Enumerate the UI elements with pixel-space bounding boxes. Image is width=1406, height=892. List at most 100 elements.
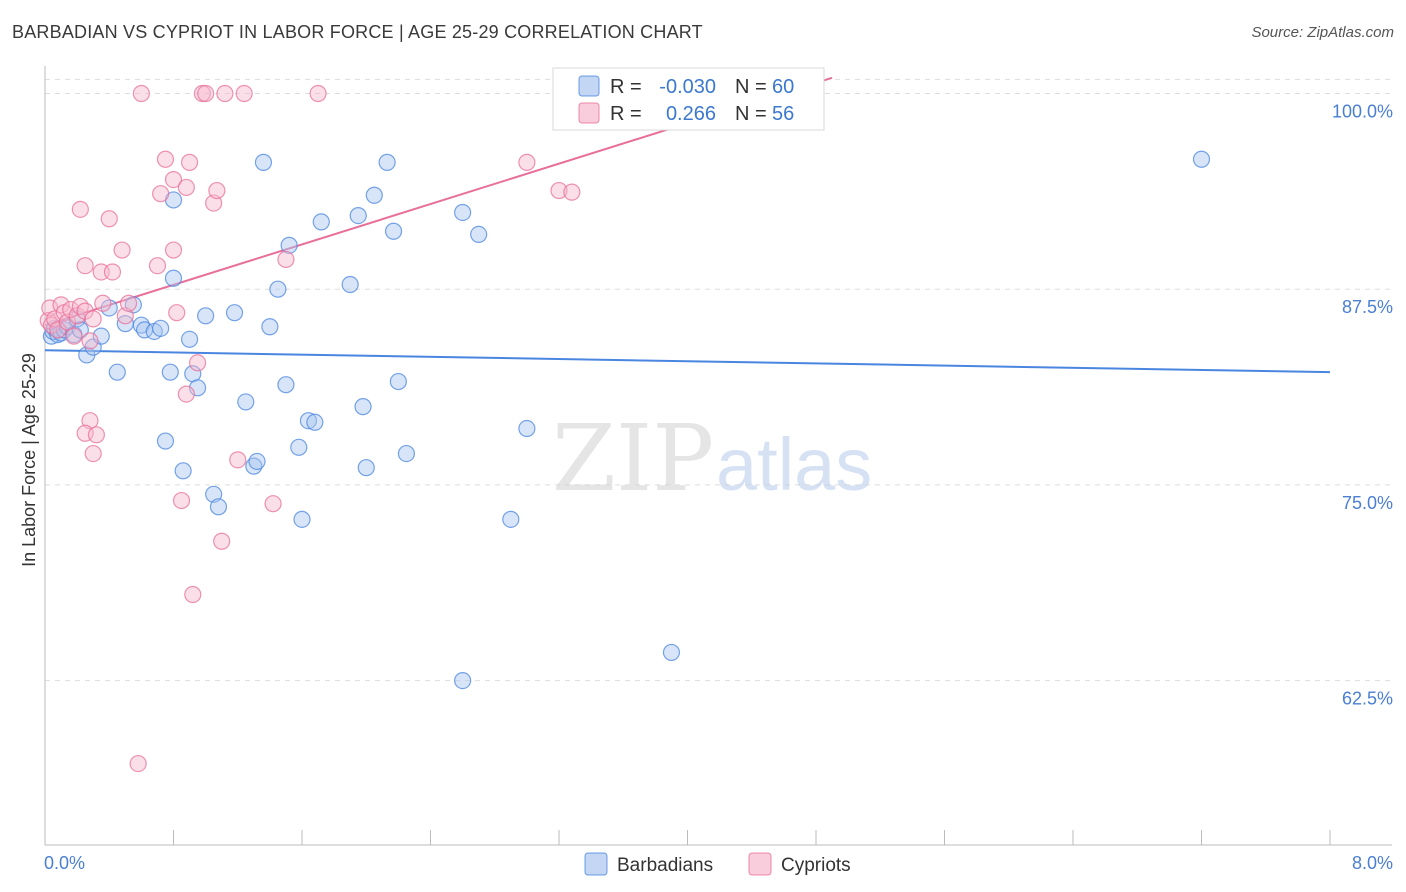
point-barbadians bbox=[269, 280, 287, 298]
point-barbadians bbox=[1192, 150, 1211, 168]
point-barbadians bbox=[502, 510, 520, 528]
point-cypriots bbox=[264, 495, 282, 513]
x-tick-label-min: 0.0% bbox=[44, 853, 85, 873]
chart-title: BARBADIAN VS CYPRIOT IN LABOR FORCE | AG… bbox=[12, 22, 703, 42]
legend-r-value-1: -0.030 bbox=[659, 76, 716, 98]
point-cypriots bbox=[113, 241, 131, 259]
legend-n-label-1: N = bbox=[735, 76, 767, 98]
bottom-legend-swatch-barbadians bbox=[584, 852, 608, 876]
point-cypriots bbox=[65, 327, 83, 345]
y-tick-label: 75.0% bbox=[1342, 493, 1393, 513]
point-barbadians bbox=[280, 236, 298, 254]
legend-n-value-1: 60 bbox=[772, 76, 794, 98]
point-barbadians bbox=[245, 457, 263, 475]
point-cypriots bbox=[518, 153, 536, 171]
point-barbadians bbox=[354, 398, 372, 416]
point-cypriots bbox=[180, 153, 199, 171]
point-barbadians bbox=[378, 153, 396, 171]
point-barbadians bbox=[71, 321, 89, 339]
legend-r-value-2: 0.266 bbox=[666, 103, 716, 125]
point-barbadians bbox=[152, 319, 170, 337]
legend-r-label-2: R = bbox=[610, 103, 642, 125]
point-barbadians bbox=[174, 462, 192, 480]
point-cypriots bbox=[71, 200, 89, 218]
y-tick-label: 87.5% bbox=[1342, 297, 1393, 317]
legend-swatch-barbadians bbox=[578, 75, 600, 97]
point-barbadians bbox=[384, 222, 403, 240]
watermark-zip: ZIP bbox=[552, 405, 714, 512]
gridlines bbox=[45, 78, 1392, 682]
point-cypriots bbox=[68, 307, 86, 325]
bottom-legend-cypriots: Cypriots bbox=[781, 855, 851, 876]
legend: R = -0.030 N = 60 R = 0.266 N = 56 bbox=[552, 67, 825, 131]
point-cypriots bbox=[177, 385, 195, 403]
point-barbadians bbox=[349, 207, 367, 225]
point-cypriots bbox=[164, 170, 183, 189]
point-cypriots bbox=[177, 178, 195, 197]
point-barbadians bbox=[180, 330, 199, 348]
point-cypriots bbox=[229, 451, 247, 469]
point-barbadians bbox=[312, 213, 330, 231]
point-barbadians bbox=[261, 318, 279, 336]
point-barbadians bbox=[209, 498, 228, 516]
point-barbadians bbox=[299, 412, 318, 430]
point-cypriots bbox=[148, 257, 167, 275]
point-cypriots bbox=[309, 84, 327, 103]
point-cypriots bbox=[84, 444, 102, 463]
legend-n-label-2: N = bbox=[735, 103, 767, 125]
legend-r-label-1: R = bbox=[610, 76, 642, 98]
point-cypriots bbox=[62, 300, 80, 319]
trend-line-barbadians bbox=[44, 349, 1331, 374]
point-barbadians bbox=[248, 452, 266, 471]
point-cypriots bbox=[156, 150, 175, 168]
point-cypriots bbox=[235, 84, 253, 103]
bottom-legend-barbadians: Barbadians bbox=[617, 855, 713, 876]
bottom-legend-swatch-cypriots bbox=[748, 852, 772, 876]
point-cypriots bbox=[119, 294, 138, 312]
point-cypriots bbox=[550, 181, 568, 200]
point-cypriots bbox=[81, 332, 99, 350]
point-cypriots bbox=[71, 297, 89, 316]
legend-n-value-2: 56 bbox=[772, 103, 794, 125]
tick-labels: 62.5% 75.0% 87.5% 100.0% 0.0% 8.0% bbox=[44, 101, 1393, 873]
point-barbadians bbox=[225, 304, 244, 322]
point-barbadians bbox=[164, 269, 183, 287]
watermark-atlas: atlas bbox=[716, 423, 872, 506]
point-cypriots bbox=[197, 84, 215, 103]
point-cypriots bbox=[76, 257, 94, 275]
point-barbadians bbox=[92, 327, 110, 345]
point-barbadians bbox=[237, 393, 255, 411]
point-cypriots bbox=[208, 181, 226, 200]
bottom-legend: Barbadians Cypriots bbox=[584, 852, 851, 876]
point-barbadians bbox=[662, 643, 681, 662]
point-cypriots bbox=[152, 185, 170, 203]
y-tick-label: 100.0% bbox=[1332, 101, 1393, 121]
point-cypriots bbox=[84, 310, 102, 328]
point-cypriots bbox=[563, 183, 581, 201]
y-tick-label: 62.5% bbox=[1342, 689, 1393, 709]
point-cypriots bbox=[164, 241, 183, 259]
y-axis-label: In Labor Force | Age 25-29 bbox=[19, 353, 39, 567]
point-cypriots bbox=[129, 754, 147, 773]
point-barbadians bbox=[341, 275, 359, 294]
point-barbadians bbox=[454, 672, 472, 690]
point-cypriots bbox=[168, 304, 186, 322]
data-points bbox=[39, 84, 1211, 773]
point-barbadians bbox=[108, 363, 126, 381]
point-cypriots bbox=[277, 250, 295, 269]
point-cypriots bbox=[216, 84, 234, 103]
point-barbadians bbox=[365, 186, 383, 204]
point-barbadians bbox=[470, 225, 488, 243]
point-barbadians bbox=[357, 459, 375, 477]
point-cypriots bbox=[132, 84, 150, 103]
point-cypriots bbox=[188, 354, 207, 372]
point-cypriots bbox=[87, 426, 106, 444]
point-cypriots bbox=[213, 532, 231, 550]
point-cypriots bbox=[184, 585, 202, 604]
point-cypriots bbox=[100, 210, 118, 228]
point-barbadians bbox=[277, 376, 295, 394]
point-barbadians bbox=[156, 432, 175, 450]
point-cypriots bbox=[172, 491, 191, 510]
point-barbadians bbox=[161, 363, 179, 381]
